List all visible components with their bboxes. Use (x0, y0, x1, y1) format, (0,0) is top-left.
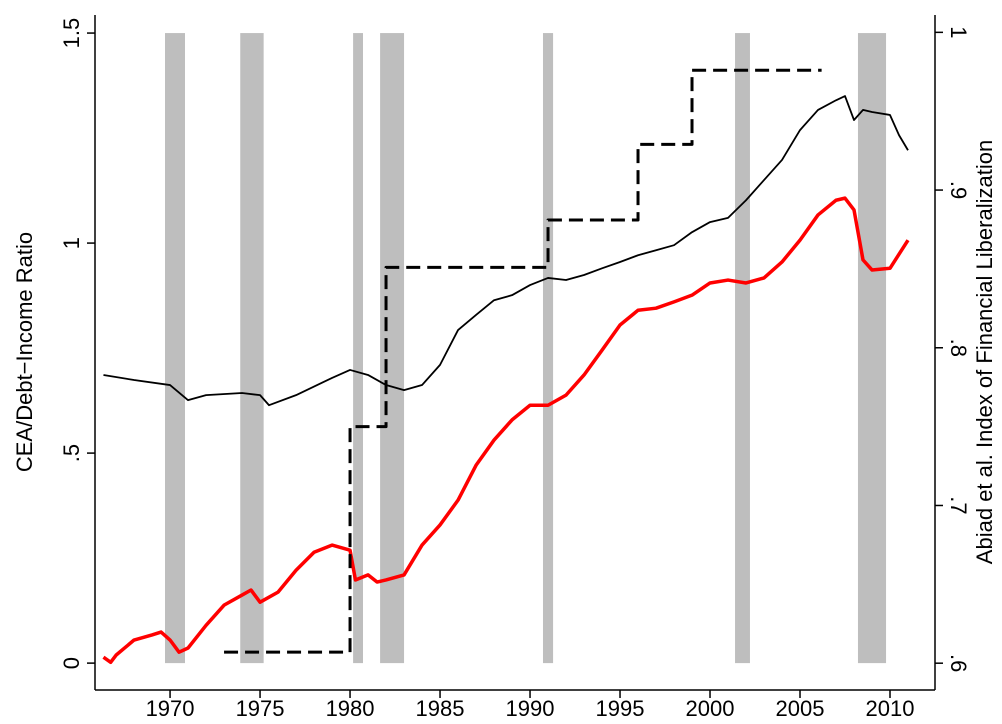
y2-axis-title: Abiad et al. Index of Financial Liberali… (972, 140, 997, 564)
y2-tick-label: .6 (946, 654, 971, 672)
y2-tick-label: .9 (946, 181, 971, 199)
y2-tick-label: .7 (946, 496, 971, 514)
x-tick-label: 2010 (866, 696, 915, 719)
series-line (224, 68, 822, 654)
x-tick-label: 2005 (776, 696, 825, 719)
recession-band (735, 33, 750, 664)
x-tick-label: 1970 (146, 696, 195, 719)
recession-band (165, 33, 185, 664)
x-tick-label: 1985 (416, 696, 465, 719)
y2-tick-label: 1 (946, 26, 971, 38)
recession-band (857, 33, 887, 664)
recession-band (353, 33, 364, 664)
y-axis-title: CEA/Debt−Income Ratio (12, 232, 37, 472)
y-tick-label: 0 (59, 657, 84, 669)
x-tick-label: 1975 (236, 696, 285, 719)
x-tick-label: 1995 (596, 696, 645, 719)
recession-band (542, 33, 554, 664)
y-tick-label: 1.5 (59, 18, 84, 49)
recession-band (380, 33, 405, 664)
y-tick-label: .5 (59, 444, 84, 462)
recession-band (240, 33, 264, 664)
x-tick-label: 2000 (686, 696, 735, 719)
x-tick-label: 1980 (326, 696, 375, 719)
y2-tick-label: .8 (946, 339, 971, 357)
y-tick-label: 1 (59, 237, 84, 249)
series-line (103, 95, 909, 407)
series-line (102, 196, 910, 665)
x-tick-label: 1990 (506, 696, 555, 719)
